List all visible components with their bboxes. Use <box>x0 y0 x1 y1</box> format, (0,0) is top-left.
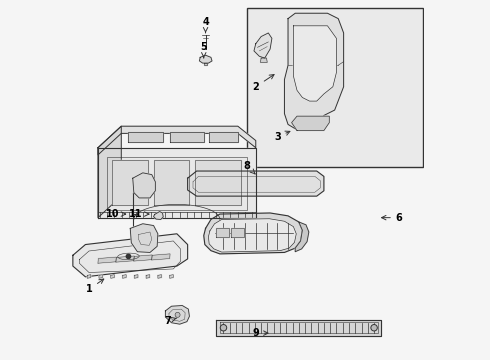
Bar <box>247 8 422 167</box>
Polygon shape <box>292 116 329 131</box>
Polygon shape <box>195 160 242 205</box>
Polygon shape <box>208 219 296 252</box>
Text: 7: 7 <box>165 316 177 325</box>
Polygon shape <box>98 257 116 263</box>
Polygon shape <box>158 275 162 278</box>
Polygon shape <box>146 275 150 278</box>
Circle shape <box>175 312 180 318</box>
Polygon shape <box>254 33 272 58</box>
Polygon shape <box>153 212 163 220</box>
Polygon shape <box>99 275 102 278</box>
Polygon shape <box>134 275 138 278</box>
Polygon shape <box>73 234 188 277</box>
Text: 11: 11 <box>129 209 149 219</box>
Polygon shape <box>98 126 256 155</box>
Circle shape <box>371 324 377 331</box>
Text: 3: 3 <box>274 131 290 142</box>
Circle shape <box>126 254 131 258</box>
Polygon shape <box>209 132 238 142</box>
Polygon shape <box>285 13 343 131</box>
Text: 8: 8 <box>244 161 255 174</box>
Polygon shape <box>111 275 114 278</box>
Polygon shape <box>153 160 190 205</box>
Polygon shape <box>128 132 163 142</box>
Text: 5: 5 <box>200 42 207 58</box>
Polygon shape <box>130 224 158 252</box>
Polygon shape <box>216 228 229 237</box>
Polygon shape <box>98 126 122 218</box>
Circle shape <box>220 324 227 331</box>
Polygon shape <box>188 171 324 196</box>
Text: 1: 1 <box>86 279 104 294</box>
Polygon shape <box>216 320 381 336</box>
Text: 4: 4 <box>202 17 209 33</box>
Polygon shape <box>133 173 155 198</box>
Polygon shape <box>204 213 302 254</box>
Polygon shape <box>112 160 148 205</box>
Polygon shape <box>87 275 91 278</box>
Polygon shape <box>295 222 309 252</box>
Polygon shape <box>122 275 126 278</box>
Polygon shape <box>98 148 256 218</box>
Polygon shape <box>260 58 267 62</box>
Text: 10: 10 <box>105 209 125 219</box>
Polygon shape <box>199 55 212 63</box>
Text: 2: 2 <box>252 75 274 92</box>
Text: 6: 6 <box>382 213 403 222</box>
Polygon shape <box>134 255 152 261</box>
Polygon shape <box>166 306 190 324</box>
Polygon shape <box>116 256 134 262</box>
Polygon shape <box>170 132 204 142</box>
Polygon shape <box>170 275 173 278</box>
Polygon shape <box>152 254 170 260</box>
Polygon shape <box>231 228 244 237</box>
Text: 9: 9 <box>252 328 268 338</box>
Polygon shape <box>204 63 207 65</box>
Polygon shape <box>294 26 337 101</box>
